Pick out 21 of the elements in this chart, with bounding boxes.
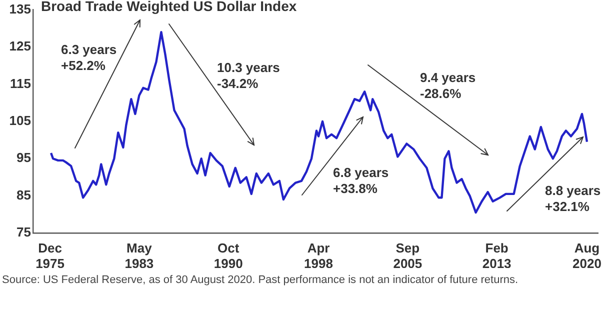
y-tick-label: 115 xyxy=(10,76,31,91)
annotation: 6.3 years +52.2% xyxy=(61,42,117,74)
y-tick-label: 95 xyxy=(16,150,31,166)
x-tick-label: Oct 1990 xyxy=(214,240,243,271)
x-tick-label: Feb 2013 xyxy=(482,240,512,271)
chart-title: Broad Trade Weighted US Dollar Index xyxy=(41,0,297,14)
y-tick-label: 75 xyxy=(16,224,31,240)
annotation: 6.8 years +33.8% xyxy=(333,165,389,197)
annotation: 9.4 years -28.6% xyxy=(420,70,476,102)
y-tick-label: 105 xyxy=(9,112,31,128)
x-tick-label: Aug 2020 xyxy=(572,240,602,271)
y-tick-label: 125 xyxy=(9,38,31,54)
x-tick-label: Sep 2005 xyxy=(393,240,422,271)
y-tick-label: 85 xyxy=(16,187,31,202)
x-tick-label: Dec 1975 xyxy=(36,240,64,271)
x-tick-label: May 1983 xyxy=(124,240,154,271)
y-tick-label: 135 xyxy=(9,1,31,16)
annotation: 8.8 years +32.1% xyxy=(545,183,601,215)
source-note: Source: US Federal Reserve, as of 30 August 2020. Past performance is not an indicator of future returns. xyxy=(2,273,520,288)
x-tick-label: Apr 1998 xyxy=(304,240,333,271)
annotation: 10.3 years -34.2% xyxy=(217,60,280,92)
